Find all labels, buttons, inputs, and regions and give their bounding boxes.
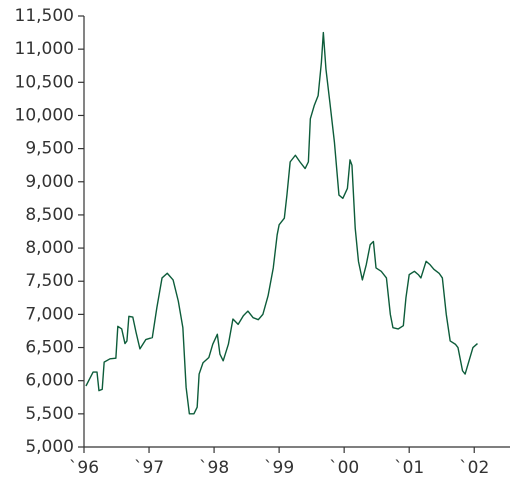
x-tick-label: `98 — [199, 458, 229, 478]
x-tick-label: `99 — [264, 458, 294, 478]
y-tick-label: 7,500 — [25, 271, 74, 291]
y-tick-label: 10,500 — [15, 72, 74, 92]
x-tick-label: `00 — [329, 458, 359, 478]
x-tick-label: `97 — [134, 458, 164, 478]
x-tick-label: `01 — [394, 458, 424, 478]
y-tick-label: 8,500 — [25, 205, 74, 225]
y-tick-label: 11,000 — [15, 39, 74, 59]
y-tick-label: 7,000 — [25, 304, 74, 324]
line-series — [85, 31, 478, 415]
x-tick-label: `96 — [69, 458, 99, 478]
y-tick-label: 6,500 — [25, 338, 74, 358]
y-tick-label: 10,000 — [15, 105, 74, 125]
y-tick-label: 5,500 — [25, 404, 74, 424]
y-tick-label: 8,000 — [25, 238, 74, 258]
x-tick-label: `02 — [459, 458, 489, 478]
y-tick-label: 9,000 — [25, 172, 74, 192]
y-tick-label: 5,000 — [25, 437, 74, 457]
y-tick-label: 11,500 — [15, 6, 74, 26]
y-tick-label: 6,000 — [25, 371, 74, 391]
y-tick-label: 9,500 — [25, 139, 74, 159]
